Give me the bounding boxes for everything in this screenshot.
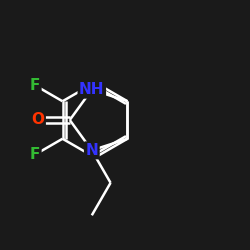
Text: NH: NH [79, 82, 104, 97]
Text: F: F [30, 147, 40, 162]
Text: F: F [30, 78, 40, 93]
Text: N: N [86, 143, 98, 158]
Text: O: O [32, 112, 44, 128]
